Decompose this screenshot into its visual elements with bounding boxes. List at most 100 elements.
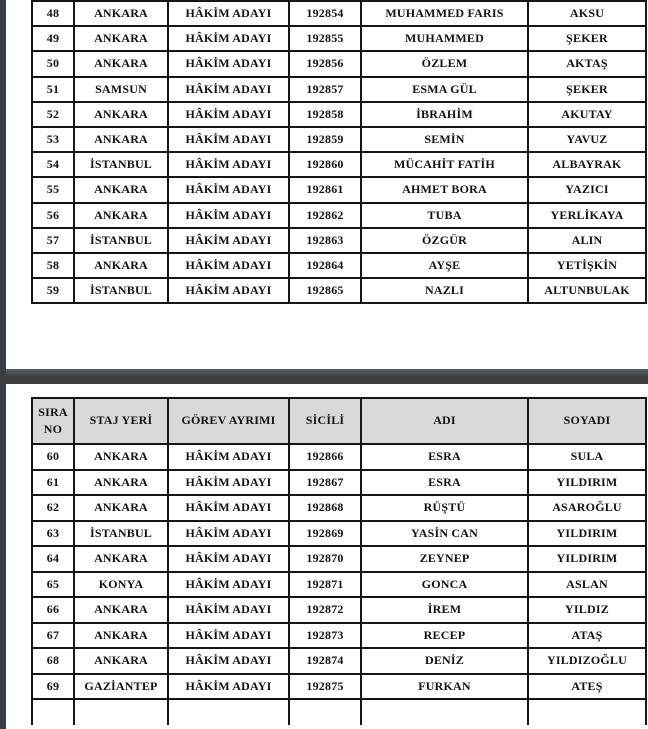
cell-sicili: 192860 bbox=[288, 151, 362, 179]
cell-soyadi: ALBAYRAK bbox=[527, 151, 647, 179]
cell-gorev-ayrimi: HÂKİM ADAYI bbox=[167, 672, 290, 700]
cell-soyadi bbox=[527, 698, 647, 725]
cell-staj-yeri: ANKARA bbox=[73, 125, 169, 154]
cell-soyadi: YAVUZ bbox=[527, 125, 647, 154]
cell-soyadi: ALTUNBULAK bbox=[527, 277, 647, 305]
cell-sicili: 192867 bbox=[288, 468, 362, 496]
cell-sicili: 192855 bbox=[288, 25, 362, 53]
cell-adi: ESRA bbox=[360, 468, 529, 496]
cell-staj-yeri: İSTANBUL bbox=[73, 226, 169, 254]
cell-gorev-ayrimi: HÂKİM ADAYI bbox=[167, 468, 290, 496]
cell-adi: SEMİN bbox=[360, 125, 529, 154]
cell-sicili: 192854 bbox=[288, 0, 362, 28]
cell-sicili: 192864 bbox=[288, 251, 362, 280]
table-row: 58 ANKARA HÂKİM ADAYI 192864 AYŞE YETİŞKİN bbox=[31, 251, 647, 280]
cell-staj-yeri: ANKARA bbox=[73, 0, 169, 28]
header-soyadi: SOYADI bbox=[527, 397, 647, 445]
cell-gorev-ayrimi: HÂKİM ADAYI bbox=[167, 277, 290, 305]
cell-staj-yeri: ANKARA bbox=[73, 251, 169, 280]
cell-adi: AYŞE bbox=[360, 251, 529, 280]
cell-staj-yeri: ANKARA bbox=[73, 468, 169, 496]
cell-adi: RÜŞTÜ bbox=[360, 494, 529, 522]
page-separator bbox=[0, 369, 648, 384]
table-row-partial bbox=[31, 698, 647, 725]
cell-staj-yeri: İSTANBUL bbox=[73, 151, 169, 179]
cell-adi: NAZLI bbox=[360, 277, 529, 305]
cell-sira-no: 58 bbox=[31, 251, 75, 280]
cell-adi: TUBA bbox=[360, 201, 529, 229]
cell-staj-yeri: ANKARA bbox=[73, 443, 169, 471]
cell-sira-no: 51 bbox=[31, 75, 75, 103]
cell-staj-yeri: SAMSUN bbox=[73, 75, 169, 103]
cell-sira-no: 57 bbox=[31, 226, 75, 254]
table-row: 50 ANKARA HÂKİM ADAYI 192856 ÖZLEM AKTAŞ bbox=[31, 50, 647, 78]
cell-sicili bbox=[288, 698, 362, 725]
cell-soyadi: ASLAN bbox=[527, 570, 647, 598]
cell-soyadi: YILDIRIM bbox=[527, 468, 647, 496]
cell-adi: MÜCAHİT FATİH bbox=[360, 151, 529, 179]
cell-soyadi: ASAROĞLU bbox=[527, 494, 647, 522]
cell-adi: İBRAHİM bbox=[360, 100, 529, 128]
cell-adi: MUHAMMED bbox=[360, 25, 529, 53]
cell-gorev-ayrimi: HÂKİM ADAYI bbox=[167, 494, 290, 522]
cell-gorev-ayrimi: HÂKİM ADAYI bbox=[167, 0, 290, 28]
table-row: 49 ANKARA HÂKİM ADAYI 192855 MUHAMMED ŞEKER bbox=[31, 25, 647, 53]
header-staj-yeri: STAJ YERİ bbox=[73, 397, 169, 445]
cell-adi: İREM bbox=[360, 596, 529, 624]
cell-staj-yeri: ANKARA bbox=[73, 100, 169, 128]
cell-soyadi: ATEŞ bbox=[527, 672, 647, 700]
cell-gorev-ayrimi: HÂKİM ADAYI bbox=[167, 226, 290, 254]
cell-adi: YASİN CAN bbox=[360, 519, 529, 547]
cell-soyadi: YAZICI bbox=[527, 176, 647, 204]
table-row: 53 ANKARA HÂKİM ADAYI 192859 SEMİN YAVUZ bbox=[31, 125, 647, 154]
cell-sicili: 192861 bbox=[288, 176, 362, 204]
cell-sicili: 192862 bbox=[288, 201, 362, 229]
table-row: 52 ANKARA HÂKİM ADAYI 192858 İBRAHİM AKUTAY bbox=[31, 100, 647, 128]
cell-adi: ZEYNEP bbox=[360, 545, 529, 573]
cell-staj-yeri: KONYA bbox=[73, 570, 169, 598]
header-sicili: SİCİLİ bbox=[288, 397, 362, 445]
cell-sicili: 192859 bbox=[288, 125, 362, 154]
cell-sira-no: 50 bbox=[31, 50, 75, 78]
cell-adi: ESMA GÜL bbox=[360, 75, 529, 103]
cell-soyadi: YILDIZOĞLU bbox=[527, 647, 647, 675]
cell-staj-yeri: ANKARA bbox=[73, 545, 169, 573]
table-row: 56 ANKARA HÂKİM ADAYI 192862 TUBA YERLİKAYA bbox=[31, 201, 647, 229]
cell-adi bbox=[360, 698, 529, 725]
cell-adi: ÖZGÜR bbox=[360, 226, 529, 254]
cell-staj-yeri: ANKARA bbox=[73, 647, 169, 675]
cell-soyadi: ALIN bbox=[527, 226, 647, 254]
cell-staj-yeri: ANKARA bbox=[73, 621, 169, 649]
table-row: 67 ANKARA HÂKİM ADAYI 192873 RECEP ATAŞ bbox=[31, 621, 647, 649]
cell-gorev-ayrimi: HÂKİM ADAYI bbox=[167, 25, 290, 53]
cell-gorev-ayrimi: HÂKİM ADAYI bbox=[167, 596, 290, 624]
cell-adi: DENİZ bbox=[360, 647, 529, 675]
cell-adi: MUHAMMED FARIS bbox=[360, 0, 529, 28]
table-row: 57 İSTANBUL HÂKİM ADAYI 192863 ÖZGÜR ALIN bbox=[31, 226, 647, 254]
cell-gorev-ayrimi: HÂKİM ADAYI bbox=[167, 176, 290, 204]
table-row: 66 ANKARA HÂKİM ADAYI 192872 İREM YILDIZ bbox=[31, 596, 647, 624]
cell-soyadi: YILDIZ bbox=[527, 596, 647, 624]
cell-sira-no: 54 bbox=[31, 151, 75, 179]
cell-sicili: 192873 bbox=[288, 621, 362, 649]
cell-gorev-ayrimi: HÂKİM ADAYI bbox=[167, 621, 290, 649]
cell-gorev-ayrimi: HÂKİM ADAYI bbox=[167, 151, 290, 179]
cell-soyadi: AKUTAY bbox=[527, 100, 647, 128]
cell-soyadi: AKSU bbox=[527, 0, 647, 28]
cell-sira-no: 66 bbox=[31, 596, 75, 624]
cell-staj-yeri: İSTANBUL bbox=[73, 277, 169, 305]
cell-sira-no: 48 bbox=[31, 0, 75, 28]
cell-adi: AHMET BORA bbox=[360, 176, 529, 204]
cell-gorev-ayrimi: HÂKİM ADAYI bbox=[167, 50, 290, 78]
cell-sicili: 192869 bbox=[288, 519, 362, 547]
cell-sicili: 192870 bbox=[288, 545, 362, 573]
cell-staj-yeri bbox=[73, 698, 169, 725]
cell-sicili: 192874 bbox=[288, 647, 362, 675]
cell-sicili: 192871 bbox=[288, 570, 362, 598]
cell-adi: RECEP bbox=[360, 621, 529, 649]
candidate-table-page-2: SIRA NO STAJ YERİ GÖREV AYRIMI SİCİLİ AD… bbox=[31, 397, 647, 725]
cell-sicili: 192872 bbox=[288, 596, 362, 624]
table-row: 51 SAMSUN HÂKİM ADAYI 192857 ESMA GÜL ŞEKER bbox=[31, 75, 647, 103]
cell-sicili: 192866 bbox=[288, 443, 362, 471]
